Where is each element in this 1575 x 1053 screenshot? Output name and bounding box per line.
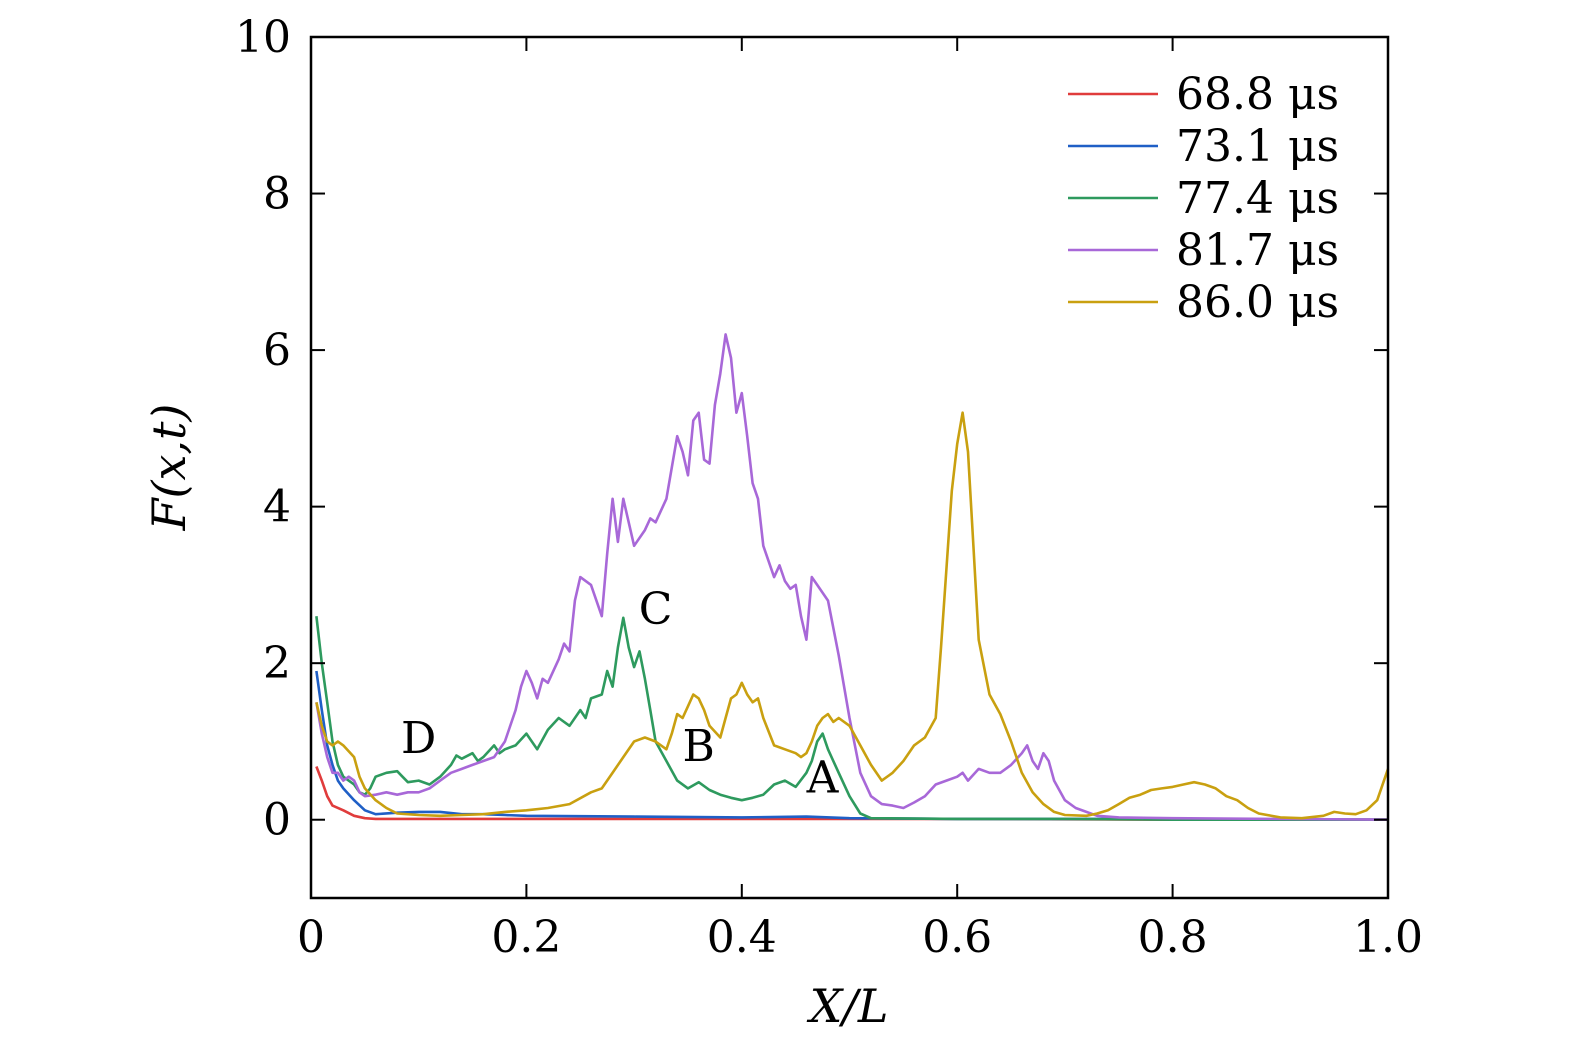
axis-ticks: 0 0.2 0.4 0.6 0.8 1.0 0 2 4 6 8 10 — [235, 12, 1423, 963]
legend-label: 86.0 μs — [1176, 277, 1339, 328]
annotations: A B C D — [401, 584, 840, 803]
series-line-1 — [315, 670, 1389, 821]
series-line-4 — [315, 411, 1390, 820]
y-tick-label: 4 — [263, 482, 291, 533]
annotation-label: A — [806, 752, 840, 803]
plot-frame — [309, 35, 1390, 900]
x-tick-label: 0.2 — [491, 912, 561, 963]
legend-label: 68.8 μs — [1176, 69, 1339, 120]
y-tick-label: 0 — [263, 795, 291, 846]
annotation-label: B — [683, 721, 715, 772]
x-tick-label: 0 — [297, 912, 325, 963]
x-tick-label: 0.4 — [707, 912, 777, 963]
legend-label: 81.7 μs — [1176, 225, 1339, 276]
x-tick-label: 0.6 — [922, 912, 992, 963]
y-tick-label: 2 — [263, 638, 291, 689]
x-tick-label: 1.0 — [1353, 912, 1423, 963]
series-line-3 — [315, 333, 1389, 821]
y-tick-label: 8 — [263, 169, 291, 220]
y-tick-label: 6 — [263, 325, 291, 376]
x-tick-label: 0.8 — [1138, 912, 1208, 963]
legend-label: 73.1 μs — [1176, 121, 1339, 172]
series-line-2 — [315, 616, 1388, 821]
y-tick-label: 10 — [235, 12, 291, 63]
legend-label: 77.4 μs — [1176, 173, 1339, 224]
series-line-0 — [315, 766, 1388, 821]
y-axis-title: F(x,t) — [142, 404, 196, 532]
annotation-label: C — [639, 584, 673, 635]
x-axis-title: X/L — [807, 979, 889, 1033]
annotation-label: D — [401, 713, 436, 764]
series-lines — [315, 333, 1390, 821]
